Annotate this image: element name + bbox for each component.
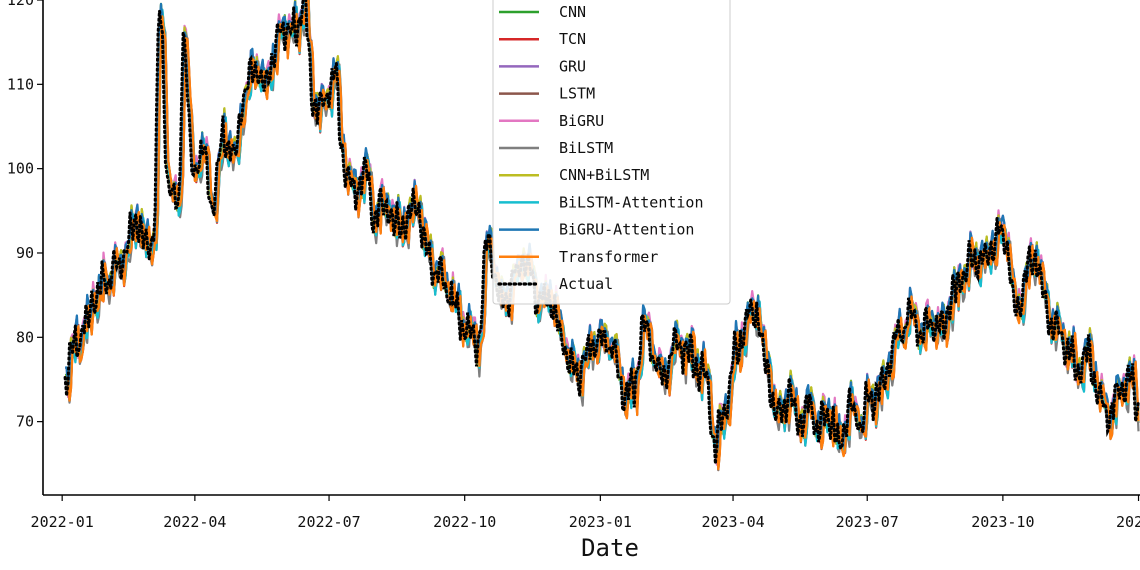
legend-label-bigru-attention: BiGRU-Attention [559, 221, 694, 239]
series-line-actual [63, 0, 1140, 464]
legend-label-actual: Actual [559, 275, 613, 293]
legend: CNN TCN GRU LSTM BiGRU BiLSTM CNN+BiLSTM BiLSTM… [492, 0, 731, 305]
y-ticks: 70 80 90 100 110 120 [7, 0, 43, 431]
x-tick-label: 2022-10 [433, 513, 496, 531]
x-tick-label: 2023-01 [569, 513, 632, 531]
legend-label-bigru: BiGRU [559, 112, 604, 130]
x-tick-label: 2023-07 [836, 513, 899, 531]
x-axis-title: Date [581, 534, 639, 562]
x-tick-label: 2023-04 [701, 513, 764, 531]
legend-label-cnn: CNN [559, 3, 586, 21]
y-tick-label: 110 [7, 75, 34, 93]
series-lines [63, 0, 1140, 472]
legend-label-cnn-bilstm: CNN+BiLSTM [559, 166, 649, 184]
legend-label-tcn: TCN [559, 30, 586, 48]
x-tick-label: 2024- [1116, 513, 1140, 531]
legend-label-transformer: Transformer [559, 248, 658, 266]
legend-label-bilstm-attention: BiLSTM-Attention [559, 193, 704, 211]
y-tick-label: 120 [7, 0, 34, 9]
legend-label-lstm: LSTM [559, 85, 595, 103]
legend-label-bilstm: BiLSTM [559, 139, 613, 157]
x-tick-label: 2022-01 [31, 513, 94, 531]
y-tick-label: 90 [16, 244, 34, 262]
y-tick-label: 80 [16, 328, 34, 346]
x-tick-label: 2022-07 [297, 513, 360, 531]
y-tick-label: 100 [7, 160, 34, 178]
x-tick-label: 2023-10 [971, 513, 1034, 531]
y-tick-label: 70 [16, 413, 34, 431]
legend-label-gru: GRU [559, 57, 586, 75]
legend-box [492, 0, 731, 305]
axes [42, 0, 1140, 496]
x-ticks: 2022-01 2022-04 2022-07 2022-10 2023-01 2023-… [31, 495, 1140, 531]
x-tick-label: 2022-04 [163, 513, 226, 531]
